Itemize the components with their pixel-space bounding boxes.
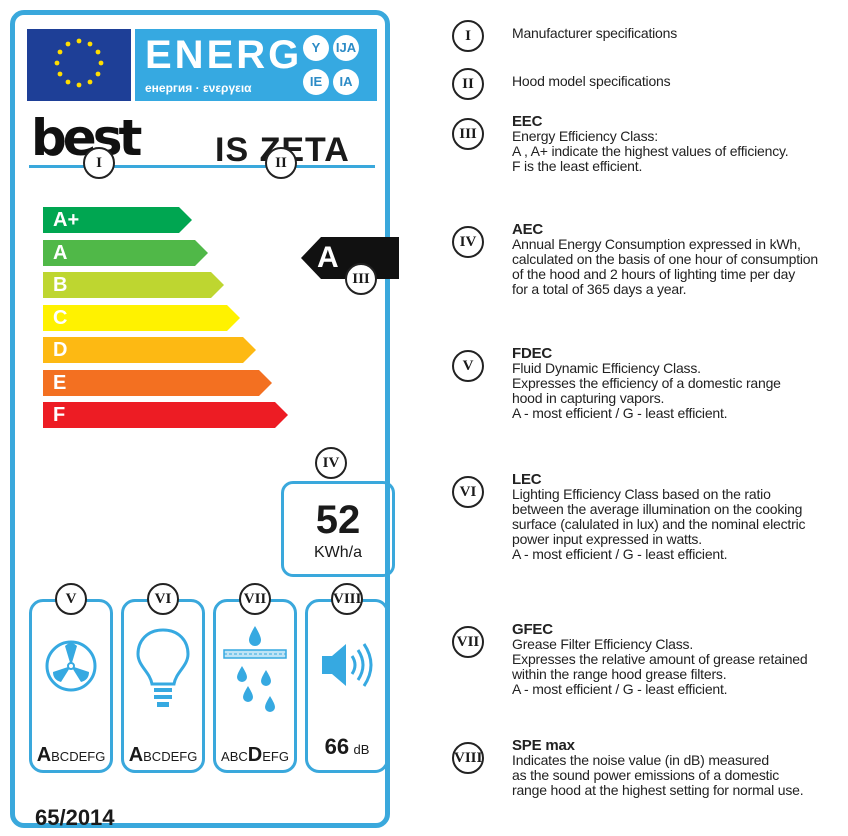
noise-value: 66 [324,734,350,759]
legend-line: Expresses the relative amount of grease … [512,651,808,667]
legend-title: EEC [512,113,543,130]
efficiency-bar-label: B [53,274,68,296]
gfec-scale: ABCDEFG [221,744,289,766]
fan-icon [45,640,97,692]
energy-word: ENERG [145,33,303,77]
legend-line: of the hood and 2 hours of lighting time… [512,266,796,282]
annual-energy-unit: KWh/a [313,544,362,561]
marker-gfec: VII [239,583,271,615]
lec-scale: ABCDEFG [128,744,198,766]
marker-eec: III [345,263,377,295]
efficiency-bar-label: C [53,306,68,329]
legend-line: surface (calulated in lux) and the nomin… [512,516,806,532]
legend-line: between the average illumination on the … [512,501,803,517]
efficiency-bar-d: D [43,337,257,363]
annual-energy-box: 52 KWh/a [281,481,395,577]
lang-badge: IE [303,69,329,95]
energy-banner: ENERG енергия · ενεργεια Y IJA IE IA [135,29,377,101]
efficiency-bar-label: F [53,404,66,426]
efficiency-bar-label: A [53,241,68,264]
efficiency-bar-b: B [43,272,225,298]
legend-line: Fluid Dynamic Efficiency Class. [512,360,701,376]
legend-title: SPE max [512,737,575,754]
legend-marker: IV [452,226,484,258]
energy-subtitle: енергия · ενεργεια [145,81,252,95]
legend-text: EEC Energy Efficiency Class: A , A+ indica… [512,113,789,174]
fluid-dynamic-tile: ABCDEFG [29,599,113,773]
eu-flag-icon [27,29,131,101]
legend-line: Grease Filter Efficiency Class. [512,636,694,652]
legend-marker: III [452,118,484,150]
marker-manufacturer: I [83,147,115,179]
legend-marker: VII [452,626,484,658]
legend-line: A - most efficient / G - least efficient… [512,546,728,562]
light-bulb-icon [136,628,190,707]
lang-badge: IA [333,69,359,95]
legend-line: Indicates the noise value (in dB) measur… [512,752,769,768]
legend-text: Manufacturer specifications [512,26,677,41]
lang-badge: Y [303,35,329,61]
efficiency-bar-label: E [53,371,67,394]
efficiency-bar-f: F [43,402,289,428]
efficiency-bar-aplus: A+ [43,207,193,233]
lang-badge: IJA [333,35,359,61]
efficiency-bar-c: C [43,304,241,331]
legend-line: Manufacturer specifications [512,25,678,41]
lighting-tile: ABCDEFG [121,599,205,773]
legend-marker: VIII [452,742,484,774]
noise-unit: dB [353,742,370,757]
grease-filter-icon [223,626,287,712]
legend-line: Annual Energy Consumption expressed in k… [512,236,801,252]
energy-class-value: A [317,241,339,274]
legend-title: LEC [512,471,542,488]
legend-line: as the sound power emissions of a domest… [512,767,780,783]
legend-marker: VI [452,476,484,508]
legend-line: for a total of 365 days a year. [512,281,687,297]
energy-class-arrow [301,237,399,279]
legend-line: A - most efficient / G - least efficient… [512,405,728,421]
grease-filter-tile: ABCDEFG [213,599,297,773]
marker-lec: VI [147,583,179,615]
legend-line: hood in capturing vapors. [512,390,665,406]
efficiency-bar-a: A [43,239,209,266]
noise-tile: 66 dB [305,599,389,773]
legend-title: FDEC [512,345,553,362]
noise-level: 66 dB [308,734,386,760]
fdec-scale: ABCDEFG [36,744,106,766]
efficiency-bar-e: E [43,369,273,396]
marker-model: II [265,147,297,179]
marker-aec: IV [315,447,347,479]
legend-line: Lighting Efficiency Class based on the r… [512,486,771,502]
marker-fdec: V [55,583,87,615]
header-divider [29,165,375,168]
legend-text: LEC Lighting Efficiency Class based on th… [512,472,805,562]
efficiency-bar-label: D [53,339,68,361]
legend-line: within the range hood grease filters. [512,666,727,682]
legend-line: calculated on the basis of one hour of c… [512,251,818,267]
efficiency-bar-label: A+ [53,209,80,231]
legend-marker: V [452,350,484,382]
legend-title: AEC [512,221,544,238]
legend-text: Hood model specifications [512,73,671,89]
regulation-number: 65/2014 [35,805,115,830]
legend-line: A - most efficient / G - least efficient… [512,681,728,697]
legend-text: AEC Annual Energy Consumption expressed i… [512,222,818,297]
marker-noise: VIII [331,583,363,615]
legend-marker: II [452,68,484,100]
annual-energy-value: 52 [315,498,361,542]
legend-line: Expresses the efficiency of a domestic r… [512,375,781,391]
legend-marker: I [452,20,484,52]
legend-text: GFEC Grease Filter Efficiency Class. Expre… [512,621,808,697]
legend-line: A , A+ indicate the highest values of ef… [512,143,789,159]
speaker-icon [322,643,373,687]
legend-line: Energy Efficiency Class: [512,128,658,144]
energy-label: ENERG енергия · ενεργεια Y IJA IE IA bes… [10,10,399,830]
legend-text: FDEC Fluid Dynamic Efficiency Class. Expre… [512,346,781,421]
legend-title: GFEC [512,621,553,638]
legend-line: Hood model specifications [512,73,671,89]
legend-line: range hood at the highest setting for no… [512,782,804,798]
legend-text: SPE max Indicates the noise value (in dB)… [512,737,804,798]
legend-line: power input expressed in watts. [512,531,702,547]
legend-line: F is the least efficient. [512,158,643,174]
